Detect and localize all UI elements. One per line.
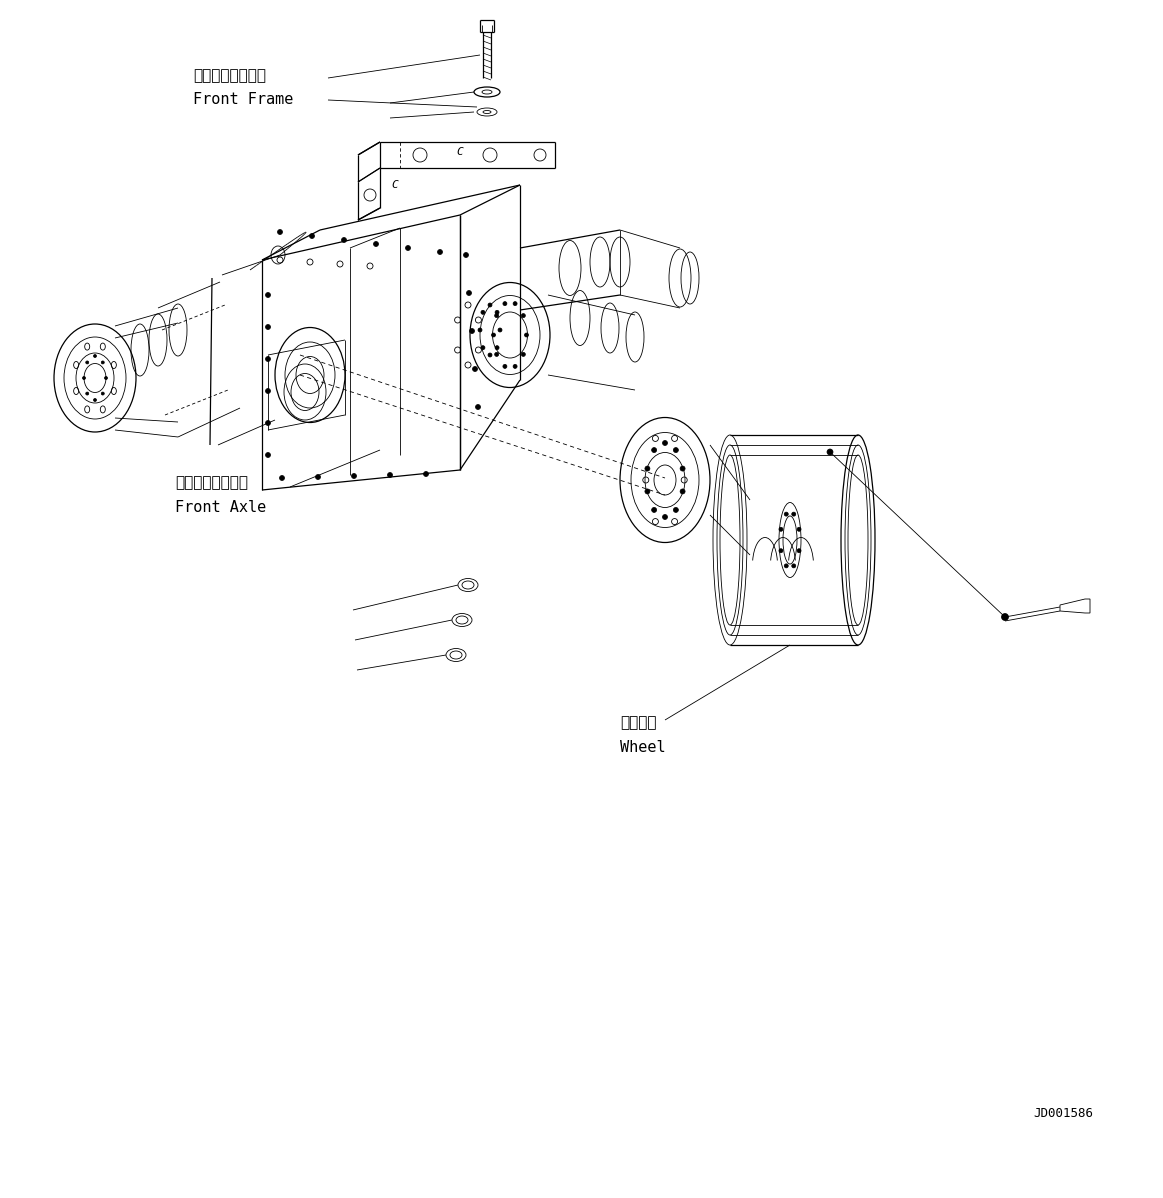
Ellipse shape xyxy=(476,405,480,410)
Ellipse shape xyxy=(93,399,97,401)
Ellipse shape xyxy=(481,346,485,350)
Ellipse shape xyxy=(495,346,499,350)
Text: Front Frame: Front Frame xyxy=(193,92,293,107)
Ellipse shape xyxy=(779,527,783,531)
Ellipse shape xyxy=(645,466,650,471)
Text: フロントフレーム: フロントフレーム xyxy=(193,68,266,83)
Ellipse shape xyxy=(472,367,478,371)
Ellipse shape xyxy=(651,508,657,513)
Ellipse shape xyxy=(478,328,481,332)
Ellipse shape xyxy=(309,234,314,238)
Ellipse shape xyxy=(680,466,685,471)
Ellipse shape xyxy=(651,448,657,453)
Ellipse shape xyxy=(315,474,321,479)
Ellipse shape xyxy=(342,237,347,242)
Ellipse shape xyxy=(495,310,499,314)
Ellipse shape xyxy=(265,420,271,425)
Ellipse shape xyxy=(513,364,518,368)
Ellipse shape xyxy=(673,508,678,513)
Text: Front Axle: Front Axle xyxy=(174,500,266,515)
Ellipse shape xyxy=(494,352,499,356)
Ellipse shape xyxy=(86,392,88,395)
Ellipse shape xyxy=(797,549,801,552)
Text: C: C xyxy=(392,180,399,190)
Ellipse shape xyxy=(101,361,105,364)
Ellipse shape xyxy=(265,325,271,329)
Ellipse shape xyxy=(278,230,283,235)
Ellipse shape xyxy=(83,376,86,380)
Ellipse shape xyxy=(792,564,795,568)
Ellipse shape xyxy=(488,353,492,357)
Ellipse shape xyxy=(265,453,271,458)
Text: ホイール: ホイール xyxy=(620,715,656,730)
Ellipse shape xyxy=(437,249,442,254)
Ellipse shape xyxy=(101,392,105,395)
Ellipse shape xyxy=(406,246,411,250)
Ellipse shape xyxy=(265,292,271,297)
Ellipse shape xyxy=(784,564,789,568)
Ellipse shape xyxy=(663,514,668,520)
Ellipse shape xyxy=(498,328,502,332)
Ellipse shape xyxy=(680,489,685,494)
Ellipse shape xyxy=(513,302,518,305)
Ellipse shape xyxy=(797,527,801,531)
Ellipse shape xyxy=(779,549,783,552)
Ellipse shape xyxy=(521,352,526,356)
Ellipse shape xyxy=(387,472,392,478)
Ellipse shape xyxy=(423,472,428,477)
Ellipse shape xyxy=(373,242,378,247)
Ellipse shape xyxy=(470,328,475,333)
Text: C: C xyxy=(457,147,463,157)
Ellipse shape xyxy=(464,253,469,258)
Ellipse shape xyxy=(521,314,526,317)
Ellipse shape xyxy=(279,476,285,480)
Ellipse shape xyxy=(502,302,507,305)
Ellipse shape xyxy=(488,303,492,307)
Ellipse shape xyxy=(492,333,495,337)
Text: JD001586: JD001586 xyxy=(1033,1107,1093,1120)
Ellipse shape xyxy=(502,364,507,368)
Ellipse shape xyxy=(481,310,485,314)
Ellipse shape xyxy=(265,388,271,393)
Ellipse shape xyxy=(784,512,789,516)
Ellipse shape xyxy=(494,314,499,317)
Ellipse shape xyxy=(525,333,528,337)
Ellipse shape xyxy=(86,361,88,364)
Ellipse shape xyxy=(792,512,795,516)
Ellipse shape xyxy=(351,473,357,478)
Ellipse shape xyxy=(265,357,271,362)
Ellipse shape xyxy=(673,448,678,453)
Ellipse shape xyxy=(1001,613,1008,621)
Text: フロントアクスル: フロントアクスル xyxy=(174,474,248,490)
Ellipse shape xyxy=(663,441,668,446)
Text: Wheel: Wheel xyxy=(620,740,665,755)
Ellipse shape xyxy=(105,376,107,380)
Ellipse shape xyxy=(827,449,833,455)
Ellipse shape xyxy=(93,355,97,357)
Ellipse shape xyxy=(466,290,471,296)
Ellipse shape xyxy=(645,489,650,494)
